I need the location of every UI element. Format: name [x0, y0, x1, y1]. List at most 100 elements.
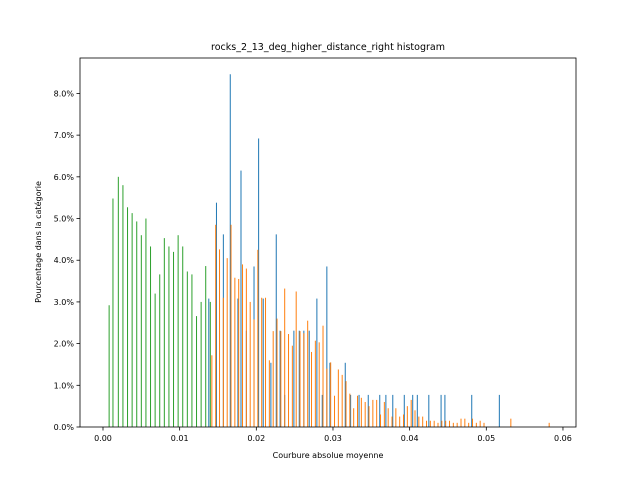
histogram-bar	[215, 202, 217, 427]
x-axis-label: Courbure absolue moyenne	[273, 451, 384, 460]
histogram-bar	[307, 320, 309, 427]
histogram-bar	[209, 301, 211, 427]
histogram-bar	[412, 394, 414, 427]
histogram-bar	[154, 293, 156, 427]
histogram-bar	[284, 288, 286, 427]
histogram-bar	[460, 418, 462, 427]
histogram-bar	[471, 394, 473, 427]
x-tick-label: 0.05	[477, 434, 495, 443]
histogram-bar	[387, 408, 389, 427]
histogram-bar	[215, 224, 217, 427]
histogram-bar	[349, 393, 351, 427]
histogram-bar	[257, 249, 259, 427]
histogram-bar	[230, 224, 232, 427]
histogram-bar	[364, 401, 366, 427]
histogram-bar	[449, 420, 451, 427]
histogram-bar	[440, 394, 442, 427]
histogram-bar	[163, 238, 165, 427]
histogram-bar	[376, 399, 378, 427]
histogram-bar	[288, 334, 290, 427]
histogram-bar	[140, 235, 142, 427]
histogram-bar	[299, 331, 301, 427]
x-tick-label: 0.00	[94, 434, 112, 443]
histogram-bar	[219, 249, 221, 427]
histogram-bar	[468, 422, 470, 427]
histogram-bar	[245, 268, 247, 427]
histogram-bar	[272, 331, 274, 427]
histogram-bar	[298, 330, 300, 427]
x-tick-label: 0.03	[324, 434, 342, 443]
plot-frame	[79, 57, 577, 428]
histogram-bar	[127, 207, 129, 427]
histogram-bar	[353, 408, 355, 427]
histogram-bar	[416, 394, 418, 427]
histogram-bar	[229, 74, 231, 427]
y-tick-label: 0.0%	[54, 423, 75, 432]
histogram-bar	[483, 422, 485, 427]
histogram-bar	[368, 406, 370, 427]
histogram-bar	[159, 274, 161, 427]
histogram-bar	[295, 291, 297, 427]
histogram-bar	[186, 271, 188, 427]
histogram-bar	[117, 176, 119, 427]
histogram-bar	[112, 198, 114, 427]
x-axis-ticks: 0.00 0.01 0.02 0.03 0.04 0.05 0.06	[94, 427, 572, 443]
y-tick-label: 6.0%	[54, 173, 75, 182]
histogram-bar	[403, 394, 405, 427]
histogram-bar	[498, 394, 500, 427]
histogram-bar	[456, 422, 458, 427]
histogram-bar	[318, 342, 320, 427]
histogram-bar	[249, 301, 251, 427]
histogram-bar	[344, 362, 346, 427]
x-tick-label: 0.04	[401, 434, 419, 443]
histogram-bar	[406, 406, 408, 427]
histogram-bar	[444, 394, 446, 427]
histogram-bar	[238, 278, 240, 427]
x-tick-label: 0.06	[554, 434, 572, 443]
histogram-bar	[334, 395, 336, 427]
histogram-bar	[350, 394, 352, 427]
histogram-bar	[182, 246, 184, 427]
histogram-bar	[418, 416, 420, 427]
histogram-bar	[173, 251, 175, 427]
histogram-bar	[196, 316, 198, 427]
histogram-bar	[426, 420, 428, 427]
histogram-bar	[372, 399, 374, 427]
histogram-bar	[279, 330, 281, 427]
histogram-bar	[234, 277, 236, 427]
histogram-bar	[358, 394, 360, 427]
histogram-bar	[479, 420, 481, 427]
y-tick-label: 4.0%	[54, 256, 75, 265]
histogram-bar	[395, 408, 397, 427]
y-tick-label: 7.0%	[54, 131, 75, 140]
histogram-bar	[322, 325, 324, 427]
histogram-bar	[437, 422, 439, 427]
histogram-bar	[367, 394, 369, 427]
histogram-bar	[276, 318, 278, 427]
histogram-bar	[240, 170, 242, 427]
histogram-bar	[380, 414, 382, 427]
histogram-bar	[357, 395, 359, 427]
histogram-bar	[253, 319, 255, 427]
histogram-bar	[237, 298, 239, 427]
histogram-bar	[472, 418, 474, 427]
histogram-bar	[308, 330, 310, 427]
histogram-bar	[414, 410, 416, 427]
histogram-bar	[475, 422, 477, 427]
y-tick-label: 8.0%	[54, 89, 75, 98]
y-tick-label: 1.0%	[54, 381, 75, 390]
histogram-bar	[464, 418, 466, 427]
histogram-bar	[261, 297, 263, 427]
chart-title: rocks_2_13_deg_higher_distance_right his…	[211, 42, 445, 53]
histogram-bar	[548, 422, 550, 427]
bars-layer	[108, 74, 550, 427]
histogram-bar	[265, 297, 267, 427]
x-tick-label: 0.02	[247, 434, 265, 443]
histogram-bar	[145, 218, 147, 427]
histogram-bar	[379, 394, 381, 427]
x-tick-label: 0.01	[171, 434, 189, 443]
histogram-bar	[329, 362, 331, 427]
histogram-bar	[391, 416, 393, 427]
